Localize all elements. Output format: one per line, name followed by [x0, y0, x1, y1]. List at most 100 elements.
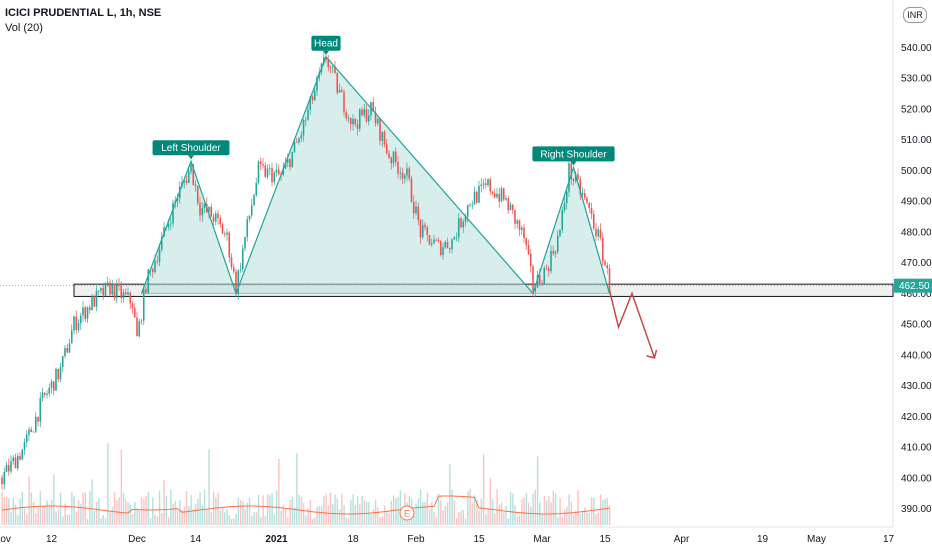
pattern-label-text: Right Shoulder: [540, 149, 607, 160]
candle-body: [257, 161, 260, 183]
volume-bar: [581, 510, 584, 525]
volume-bar: [37, 508, 39, 525]
candle-body: [583, 193, 586, 198]
volume-bar: [509, 492, 512, 525]
candle-body: [518, 220, 521, 230]
volume-bar: [17, 515, 19, 525]
volume-bar: [237, 498, 240, 525]
volume-bar: [356, 496, 359, 525]
volume-bar: [307, 508, 309, 525]
volume-bar: [608, 505, 611, 525]
volume-bar: [318, 506, 321, 525]
volume-bar: [518, 515, 521, 525]
volume-bar: [224, 512, 226, 525]
volume-bar: [1, 491, 3, 525]
candle-body: [100, 288, 102, 291]
volume-bar: [489, 478, 492, 525]
candle-body: [282, 168, 285, 175]
candle-body: [138, 321, 141, 337]
candle-body: [142, 289, 145, 321]
candle-body: [28, 429, 30, 435]
candle-body: [469, 204, 471, 206]
candle-body: [586, 197, 588, 203]
volume-bar: [239, 500, 242, 525]
volume-bar: [3, 497, 6, 525]
volume-bar: [39, 491, 42, 525]
candle-body: [158, 249, 161, 262]
candle-body: [426, 227, 429, 235]
candle-body: [1, 477, 3, 485]
volume-bar: [401, 517, 404, 525]
volume-bar: [107, 443, 109, 525]
volume-bar: [95, 502, 98, 525]
candle-body: [259, 161, 262, 165]
pattern-label-box[interactable]: [311, 35, 341, 51]
volume-bar: [482, 453, 485, 525]
candle-body: [568, 163, 570, 192]
pattern-label-box[interactable]: [532, 146, 615, 162]
earnings-marker[interactable]: [399, 505, 415, 521]
volume-bar: [84, 492, 87, 525]
volume-bar: [305, 515, 307, 525]
candle-body: [14, 457, 17, 469]
volume-bar: [417, 498, 420, 525]
volume-bar: [116, 500, 118, 525]
volume-bar: [543, 495, 546, 525]
currency-badge[interactable]: INR: [903, 7, 927, 23]
y-tick-label: 490.00: [901, 197, 932, 208]
candle-body: [403, 175, 406, 179]
volume-bar: [554, 493, 557, 525]
projection-arrow[interactable]: [608, 290, 656, 359]
candle-body: [19, 455, 21, 460]
volume-bar: [570, 501, 573, 525]
candle-body: [133, 307, 136, 318]
volume-bar: [334, 494, 336, 525]
candle-body: [383, 131, 386, 145]
volume-bar: [181, 509, 183, 525]
candle-body: [136, 317, 138, 337]
candle-body: [419, 219, 422, 238]
volume-bar: [381, 516, 384, 525]
head-shoulders-outline[interactable]: [140, 55, 611, 296]
volume-bar: [188, 505, 190, 525]
volume-bar: [122, 492, 125, 525]
volume-indicator-label[interactable]: Vol (20): [5, 22, 43, 34]
candle-body: [581, 193, 584, 195]
candle-body: [187, 171, 190, 183]
volume-bar: [242, 501, 244, 525]
candle-body: [82, 307, 84, 316]
candle-body: [505, 198, 507, 200]
candle-body: [59, 366, 62, 380]
volume-bar: [143, 499, 145, 525]
volume-bar: [498, 504, 501, 525]
candle-body: [147, 269, 150, 293]
y-tick-label: 540.00: [901, 43, 932, 54]
volume-bar: [426, 493, 429, 525]
volume-bar: [77, 500, 80, 525]
volume-bar: [431, 501, 433, 525]
volume-bar: [320, 506, 323, 525]
volume-bar: [71, 492, 73, 525]
candle-body: [127, 292, 129, 295]
candle-body: [255, 182, 258, 196]
candle-body: [406, 168, 408, 176]
volume-bar: [525, 493, 528, 525]
candle-body: [455, 237, 458, 239]
volume-bar: [154, 514, 156, 525]
volume-bar: [590, 497, 593, 525]
chart-symbol-title[interactable]: ICICI PRUDENTIAL L, 1h, NSE: [5, 7, 162, 19]
candle-body: [428, 234, 431, 245]
candle-body: [266, 168, 269, 177]
volume-bar: [595, 514, 597, 525]
candle-body: [160, 236, 163, 250]
volume-bar: [383, 505, 386, 525]
pattern-label-box[interactable]: [152, 140, 230, 156]
volume-bar: [336, 498, 339, 525]
volume-bar: [172, 503, 174, 525]
candle-body: [237, 270, 240, 295]
candle-body: [509, 204, 512, 211]
volume-bar: [257, 494, 260, 525]
candle-body: [10, 461, 12, 472]
volume-bar: [233, 518, 235, 525]
